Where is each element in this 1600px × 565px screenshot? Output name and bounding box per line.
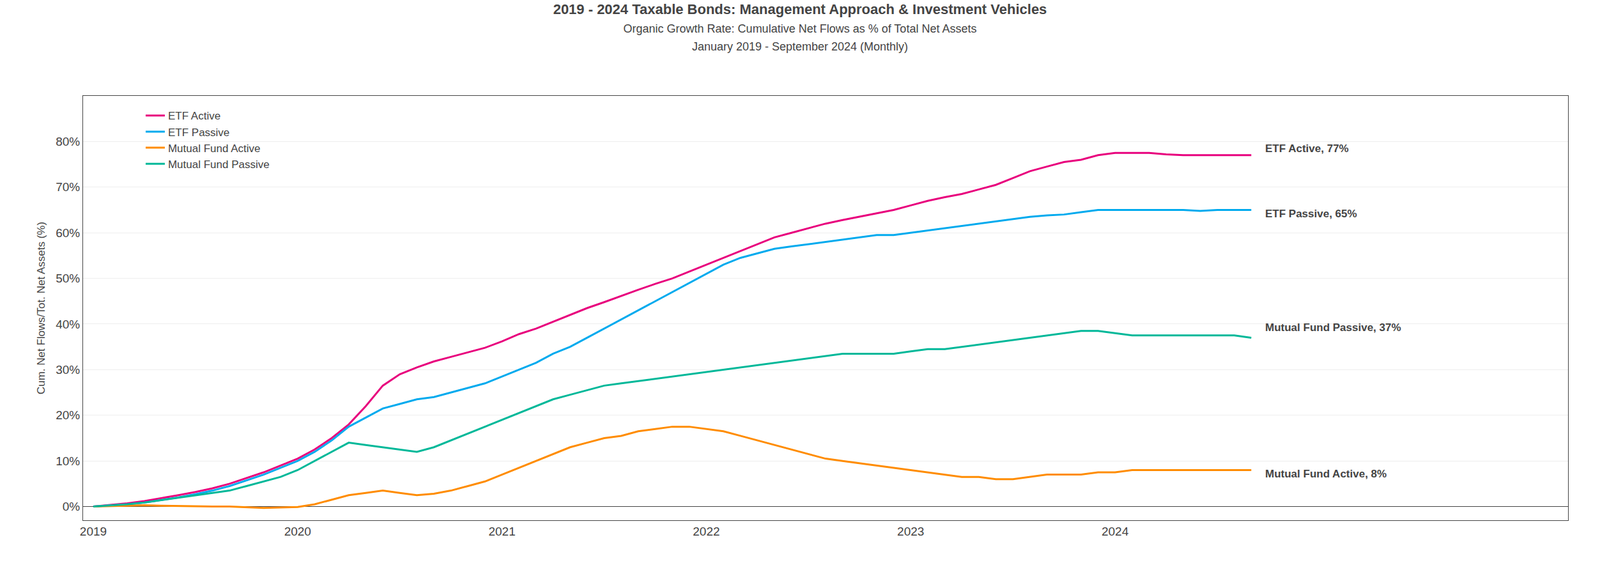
svg-text:2020: 2020 — [284, 524, 312, 539]
svg-text:0%: 0% — [62, 499, 81, 514]
svg-text:2023: 2023 — [897, 524, 924, 539]
svg-text:30%: 30% — [55, 362, 80, 377]
svg-text:70%: 70% — [55, 180, 80, 194]
svg-text:Mutual Fund Passive, 37%: Mutual Fund Passive, 37% — [1265, 321, 1402, 334]
svg-text:2022: 2022 — [692, 524, 720, 539]
svg-text:2024: 2024 — [1101, 524, 1130, 539]
svg-text:10%: 10% — [55, 454, 80, 468]
svg-text:2019 - 2024 Taxable Bonds: Man: 2019 - 2024 Taxable Bonds: Management Ap… — [553, 1, 1048, 54]
svg-text:ETF Passive: ETF Passive — [168, 126, 230, 139]
svg-text:Mutual Fund Active: Mutual Fund Active — [168, 142, 261, 155]
svg-text:60%: 60% — [55, 226, 80, 240]
svg-text:80%: 80% — [55, 134, 80, 149]
svg-text:40%: 40% — [55, 317, 80, 331]
svg-text:ETF Passive, 65%: ETF Passive, 65% — [1265, 207, 1358, 220]
svg-text:ETF Active: ETF Active — [168, 109, 221, 123]
svg-text:2019: 2019 — [79, 524, 107, 539]
svg-text:Mutual Fund Passive: Mutual Fund Passive — [168, 158, 270, 171]
svg-text:Mutual Fund Active, 8%: Mutual Fund Active, 8% — [1265, 467, 1387, 480]
svg-text:50%: 50% — [55, 271, 80, 285]
svg-text:2021: 2021 — [488, 524, 516, 539]
svg-text:20%: 20% — [55, 408, 80, 422]
svg-text:Cum. Net Flows/Tot. Net Assets: Cum. Net Flows/Tot. Net Assets (%) — [35, 221, 48, 395]
svg-text:ETF Active, 77%: ETF Active, 77% — [1265, 142, 1349, 155]
